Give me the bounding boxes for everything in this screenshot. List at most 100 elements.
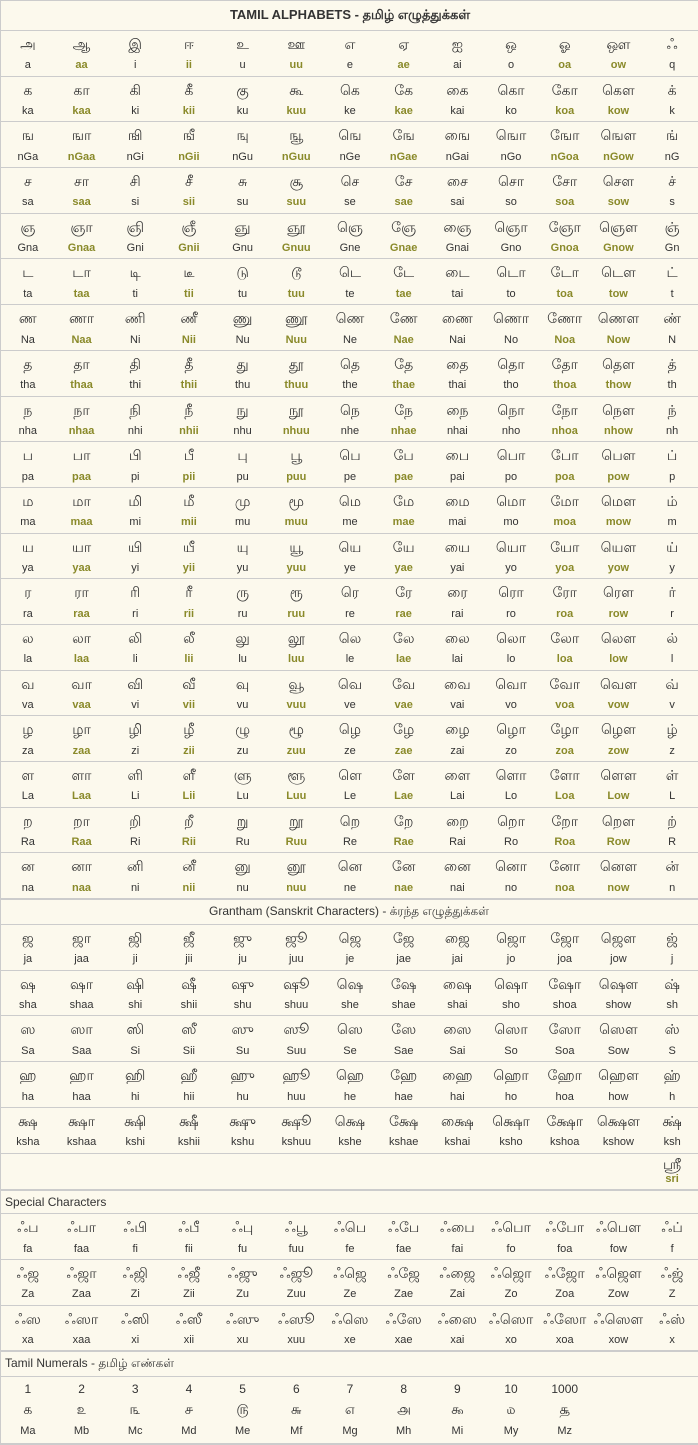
roman-cell: Zaa [55,1287,109,1301]
roman-cell: k [645,104,698,118]
roman-cell: vow [592,698,646,712]
numeral-value: 9 [431,1377,485,1399]
glyph-cell: ணொ [484,311,538,326]
roman-cell: q [645,58,698,72]
glyph-cell: ஞ [1,220,55,235]
glyph-cell: வ [1,677,55,692]
glyph-cell: ரோ [538,585,592,600]
glyph-cell: ஃபை [431,1220,485,1235]
glyph-cell: ளூ [269,768,323,783]
roman-cell: Low [592,789,646,803]
numeral-code: Mi [431,1423,485,1444]
roman-cell: fe [323,1242,377,1256]
glyph-cell: ண் [645,311,698,326]
glyph-cell: ஹெ [323,1068,377,1083]
roman-cell: pe [323,470,377,484]
roman-cell: Gne [323,241,377,255]
roman-cell: jii [162,952,216,966]
roman-cell: Re [323,835,377,849]
roman-cell: re [323,607,377,621]
roman-cell: me [323,515,377,529]
glyph-cell: பே [377,448,431,463]
numeral-glyph: ௰ [484,1399,538,1423]
roman-cell: shii [162,998,216,1012]
roman-cell: fii [162,1242,216,1256]
roman-cell: Gno [484,241,538,255]
glyph-cell: ஃப [1,1220,55,1235]
roman-cell: voa [538,698,592,712]
glyph-cell: ஐ [431,37,485,52]
roman-cell: row [592,607,646,621]
glyph-cell: று [216,814,270,829]
roman-cell: nu [216,881,270,895]
glyph-cell: ஙௌ [592,128,646,143]
glyph-cell: ஞீ [162,220,216,235]
roman-cell: ksho [484,1135,538,1149]
glyph-cell: ணை [431,311,485,326]
roman-cell: Gnii [162,241,216,255]
glyph-cell: சா [55,174,109,189]
glyph-cell: நா [55,403,109,418]
glyph-cell: ஜி [108,931,162,946]
roman-cell: Gn [645,241,698,255]
roman-cell: Na [1,333,55,347]
roman-cell: nh [645,424,698,438]
roman-cell: ow [592,58,646,72]
numeral-code: Mh [377,1423,431,1444]
glyph-cell: ணௌ [592,311,646,326]
glyph-cell: ஸௌ [592,1022,646,1037]
roman-cell: R [645,835,698,849]
glyph-cell: ஙை [431,128,485,143]
roman-cell: je [323,952,377,966]
roman-cell: nae [377,881,431,895]
roman-cell: zai [431,744,485,758]
glyph-cell: கி [108,83,162,98]
glyph-cell: ஃஜூ [269,1266,323,1281]
glyph-cell: வீ [162,677,216,692]
glyph-cell: ணி [108,311,162,326]
roman-cell: nGo [484,150,538,164]
roman-cell: ki [108,104,162,118]
roman-cell: m [645,515,698,529]
numeral-glyph: ௪ [162,1399,216,1423]
numeral-code [645,1423,698,1444]
roman-cell: luu [269,652,323,666]
roman-cell: nGii [162,150,216,164]
glyph-cell: ரெ [323,585,377,600]
roman-cell: Gnaa [55,241,109,255]
glyph-cell: ஷ் [645,977,698,992]
glyph-cell: ம் [645,494,698,509]
glyph-cell: ஃஜி [108,1266,162,1281]
glyph-cell: றௌ [592,814,646,829]
glyph-cell: ழு [216,722,270,737]
roman-cell: z [645,744,698,758]
glyph-cell: ளா [55,768,109,783]
glyph-cell: ஜா [55,931,109,946]
glyph-cell: ளோ [538,768,592,783]
glyph-cell: ஸோ [538,1022,592,1037]
roman-cell: ya [1,561,55,575]
glyph-cell: ஆ [55,37,109,52]
glyph-cell: ஃபூ [269,1220,323,1235]
glyph-cell: ஃஜௌ [592,1266,646,1281]
roman-cell: Rii [162,835,216,849]
glyph-cell: ஷோ [538,977,592,992]
roman-cell: Gnae [377,241,431,255]
glyph-cell: கூ [269,83,323,98]
roman-cell: ta [1,287,55,301]
glyph-cell: டி [108,265,162,280]
roman-cell: xii [162,1333,216,1347]
glyph-cell: டௌ [592,265,646,280]
glyph-cell: ஙெ [323,128,377,143]
numeral-glyph: ௫ [216,1399,270,1423]
roman-cell: Zi [108,1287,162,1301]
glyph-cell: க்ஷே [377,1114,431,1129]
glyph-cell: ழா [55,722,109,737]
glyph-cell: ஃஸே [377,1312,431,1327]
roman-cell: fi [108,1242,162,1256]
roman-cell: thow [592,378,646,392]
numeral-code: Mb [55,1423,109,1444]
roman-cell: Sa [1,1044,55,1058]
glyph-cell: ஞா [55,220,109,235]
numeral-glyph [645,1399,698,1423]
